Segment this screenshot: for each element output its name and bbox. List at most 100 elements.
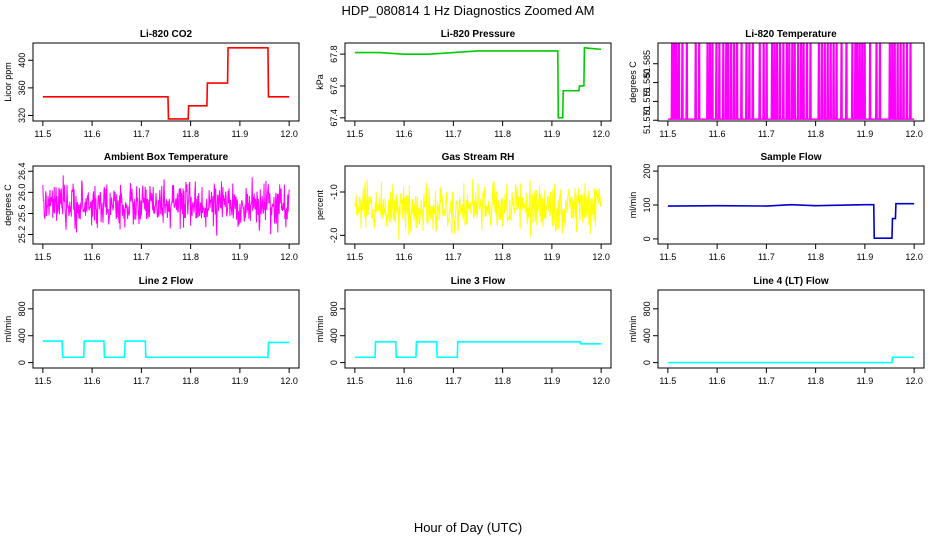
x-tick-label: 11.7	[758, 252, 775, 262]
series-line-line-3-flow	[354, 340, 602, 359]
x-tick-label: 11.7	[445, 252, 462, 262]
plot-frame	[344, 165, 612, 245]
y-tick-label: 0	[642, 236, 652, 241]
series-line-li-820-co2	[42, 47, 290, 120]
plot-frame	[32, 42, 300, 122]
y-tick-label: 0	[17, 360, 27, 365]
panel-ambient-box-temperature: Ambient Box Temperature 11.5 11.6 11.7 11.8 1…	[3, 152, 300, 262]
x-tick-label: 11.5	[659, 376, 676, 386]
y-tick-label: 67.4	[329, 109, 339, 127]
panel-title: Line 3 Flow	[451, 276, 506, 287]
y-axis-label: degrees C	[3, 184, 13, 226]
y-tick-label: 25.6	[17, 205, 27, 223]
x-tick-label: 11.5	[34, 252, 51, 262]
panel-li-820-co2: Li-820 CO2 11.5 11.6 11.7 11.8 11.9 12.0 320 360…	[3, 29, 300, 139]
x-tick-label: 11.5	[34, 376, 51, 386]
y-tick-label: 800	[329, 301, 339, 316]
y-tick-label: 800	[17, 301, 27, 316]
x-tick-label: 11.6	[396, 129, 413, 139]
x-tick-label: 11.8	[182, 129, 199, 139]
panel-title: Li-820 Pressure	[441, 29, 516, 40]
x-tick-label: 11.8	[182, 252, 199, 262]
x-tick-label: 11.8	[807, 252, 824, 262]
y-tick-label: 26.0	[17, 184, 27, 202]
panel-title: Line 2 Flow	[139, 276, 194, 287]
x-tick-label: 11.5	[659, 129, 676, 139]
panel-gas-stream-rh: Gas Stream RH 11.5 11.6 11.7 11.8 11.9 12.0 -2.…	[315, 152, 612, 262]
panel-title: Line 4 (LT) Flow	[753, 276, 829, 287]
panel-line-2-flow: Line 2 Flow 11.5 11.6 11.7 11.8 11.9 12.0 0 400 8…	[3, 276, 300, 386]
y-tick-label: 320	[17, 108, 27, 123]
x-tick-label: 12.0	[592, 129, 610, 139]
x-tick-label: 11.7	[445, 129, 462, 139]
y-tick-label: 67.8	[329, 45, 339, 63]
x-tick-label: 11.8	[807, 376, 824, 386]
x-tick-label: 12.0	[592, 252, 610, 262]
y-tick-label: 51.580	[642, 69, 652, 97]
x-tick-label: 11.6	[709, 252, 726, 262]
panel-line-4-lt-flow: Line 4 (LT) Flow 11.5 11.6 11.7 11.8 11.9 12.0…	[628, 276, 925, 386]
y-axis-label: ml/min	[628, 316, 638, 343]
plot-frame	[344, 289, 612, 369]
x-tick-label: 11.9	[543, 129, 560, 139]
x-tick-label: 11.6	[84, 129, 101, 139]
x-tick-label: 11.7	[133, 376, 150, 386]
y-tick-label: 0	[329, 360, 339, 365]
figure-title: HDP_080814 1 Hz Diagnostics Zoomed AM	[342, 3, 595, 18]
x-tick-label: 11.5	[659, 252, 676, 262]
plot-frame	[32, 289, 300, 369]
x-tick-label: 11.9	[231, 376, 248, 386]
series-line-sample-flow	[667, 202, 915, 240]
x-tick-label: 11.9	[543, 376, 560, 386]
panel-line-3-flow: Line 3 Flow 11.5 11.6 11.7 11.8 11.9 12.0 0 400 8…	[315, 276, 612, 386]
y-tick-label: -2.0	[329, 228, 339, 244]
y-tick-label: 400	[17, 328, 27, 343]
y-tick-label: 800	[642, 301, 652, 316]
y-tick-label: 67.6	[329, 77, 339, 95]
y-tick-label: 51.585	[642, 50, 652, 78]
panel-li-820-pressure: Li-820 Pressure 11.5 11.6 11.7 11.8 11.9 12.0 6…	[315, 29, 612, 139]
panel-title: Gas Stream RH	[442, 152, 515, 163]
x-tick-label: 12.0	[592, 376, 610, 386]
x-tick-label: 12.0	[905, 252, 923, 262]
x-tick-label: 11.8	[494, 376, 511, 386]
plot-frame	[657, 289, 925, 369]
y-tick-label: 360	[17, 80, 27, 95]
x-tick-label: 12.0	[280, 252, 298, 262]
figure-x-axis-label: Hour of Day (UTC)	[414, 520, 522, 535]
x-tick-label: 11.8	[494, 129, 511, 139]
panel-title: Li-820 CO2	[140, 29, 193, 40]
plot-frame	[657, 42, 925, 122]
x-tick-label: 12.0	[280, 129, 298, 139]
x-tick-label: 11.7	[133, 252, 150, 262]
x-tick-label: 11.7	[758, 129, 775, 139]
y-axis-label: ml/min	[628, 192, 638, 219]
x-tick-label: 11.6	[396, 376, 413, 386]
y-tick-label: 51.575	[642, 88, 652, 116]
plot-frame	[344, 42, 612, 122]
series-line-li-820-temperature	[667, 43, 915, 120]
series-line-ambient-box-temperature	[42, 175, 290, 236]
x-tick-label: 11.9	[543, 252, 560, 262]
x-tick-label: 11.9	[856, 252, 873, 262]
x-tick-label: 11.5	[346, 376, 363, 386]
y-axis-label: ml/min	[3, 316, 13, 343]
y-tick-label: 400	[329, 328, 339, 343]
panel-title: Ambient Box Temperature	[104, 152, 229, 163]
x-tick-label: 11.5	[346, 252, 363, 262]
y-tick-label: 400	[642, 328, 652, 343]
x-tick-label: 12.0	[905, 376, 923, 386]
y-axis-label: ml/min	[315, 316, 325, 343]
x-tick-label: 11.7	[758, 376, 775, 386]
x-tick-label: 12.0	[280, 376, 298, 386]
x-tick-label: 11.8	[494, 252, 511, 262]
y-tick-label: 51.570	[642, 106, 652, 134]
x-tick-label: 11.5	[346, 129, 363, 139]
series-line-gas-stream-rh	[354, 179, 602, 240]
y-tick-label: 0	[642, 360, 652, 365]
y-axis-label: degrees C	[628, 61, 638, 103]
y-tick-label: 200	[642, 164, 652, 179]
x-tick-label: 11.6	[396, 252, 413, 262]
series-line-line-4-lt-flow	[667, 356, 915, 364]
